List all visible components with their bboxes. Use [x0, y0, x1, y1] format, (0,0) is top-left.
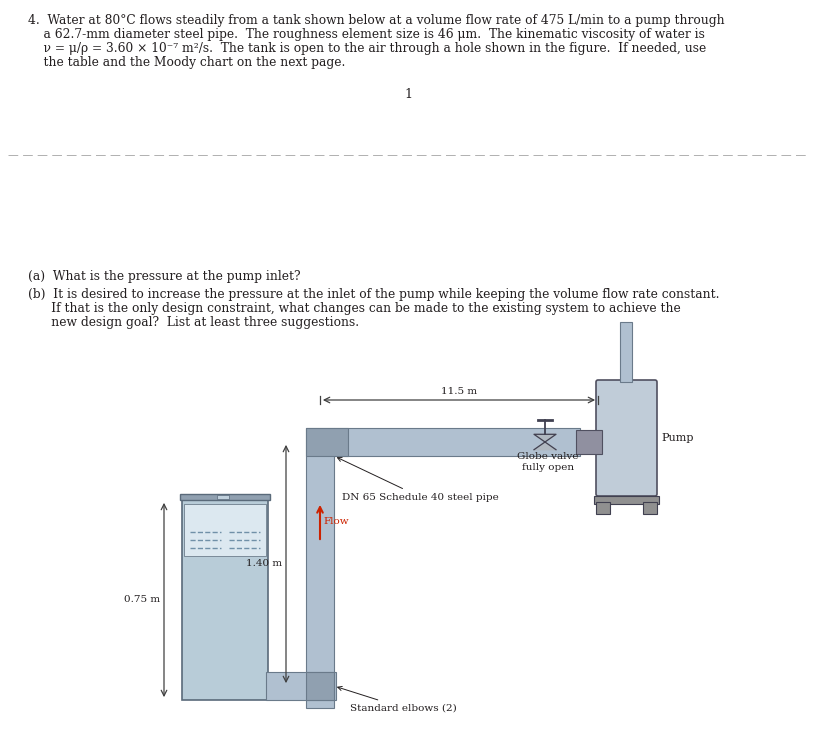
Text: 1: 1 — [404, 88, 412, 101]
Text: 11.5 m: 11.5 m — [441, 387, 477, 396]
Bar — [596, 502, 610, 514]
Bar — [334, 428, 580, 456]
Text: (a)  What is the pressure at the pump inlet?: (a) What is the pressure at the pump inl… — [28, 270, 300, 283]
Text: 1.40 m: 1.40 m — [246, 559, 282, 569]
Text: Globe valve: Globe valve — [517, 452, 579, 461]
Text: ν = μ/ρ = 3.60 × 10⁻⁷ m²/s.  The tank is open to the air through a hole shown in: ν = μ/ρ = 3.60 × 10⁻⁷ m²/s. The tank is … — [28, 42, 707, 55]
Bar — [620, 322, 632, 382]
Bar — [643, 502, 657, 514]
Text: If that is the only design constraint, what changes can be made to the existing : If that is the only design constraint, w… — [28, 302, 681, 315]
Bar — [598, 382, 655, 494]
Bar — [266, 672, 336, 700]
Polygon shape — [534, 435, 556, 450]
Text: 4.  Water at 80°C flows steadily from a tank shown below at a volume flow rate o: 4. Water at 80°C flows steadily from a t… — [28, 14, 725, 27]
Text: DN 65 Schedule 40 steel pipe: DN 65 Schedule 40 steel pipe — [338, 457, 499, 502]
Text: a 62.7-mm diameter steel pipe.  The roughness element size is 46 μm.  The kinema: a 62.7-mm diameter steel pipe. The rough… — [28, 28, 705, 41]
Bar — [184, 504, 266, 556]
Text: Pump: Pump — [661, 433, 694, 443]
Text: new design goal?  List at least three suggestions.: new design goal? List at least three sug… — [28, 316, 359, 329]
Bar — [306, 672, 334, 700]
Text: the table and the Moody chart on the next page.: the table and the Moody chart on the nex… — [28, 56, 345, 69]
Bar — [576, 430, 602, 454]
Text: fully open: fully open — [522, 463, 574, 472]
Bar — [306, 428, 348, 456]
Bar — [306, 692, 334, 708]
Bar — [306, 428, 334, 686]
Text: Flow: Flow — [323, 517, 348, 526]
Text: 0.75 m: 0.75 m — [124, 596, 160, 605]
Bar — [217, 495, 229, 499]
Text: (b)  It is desired to increase the pressure at the inlet of the pump while keepi: (b) It is desired to increase the pressu… — [28, 288, 720, 301]
Bar — [182, 500, 268, 700]
Bar — [180, 494, 270, 500]
Text: Standard elbows (2): Standard elbows (2) — [338, 687, 457, 712]
Bar — [594, 496, 659, 504]
FancyBboxPatch shape — [596, 380, 657, 496]
